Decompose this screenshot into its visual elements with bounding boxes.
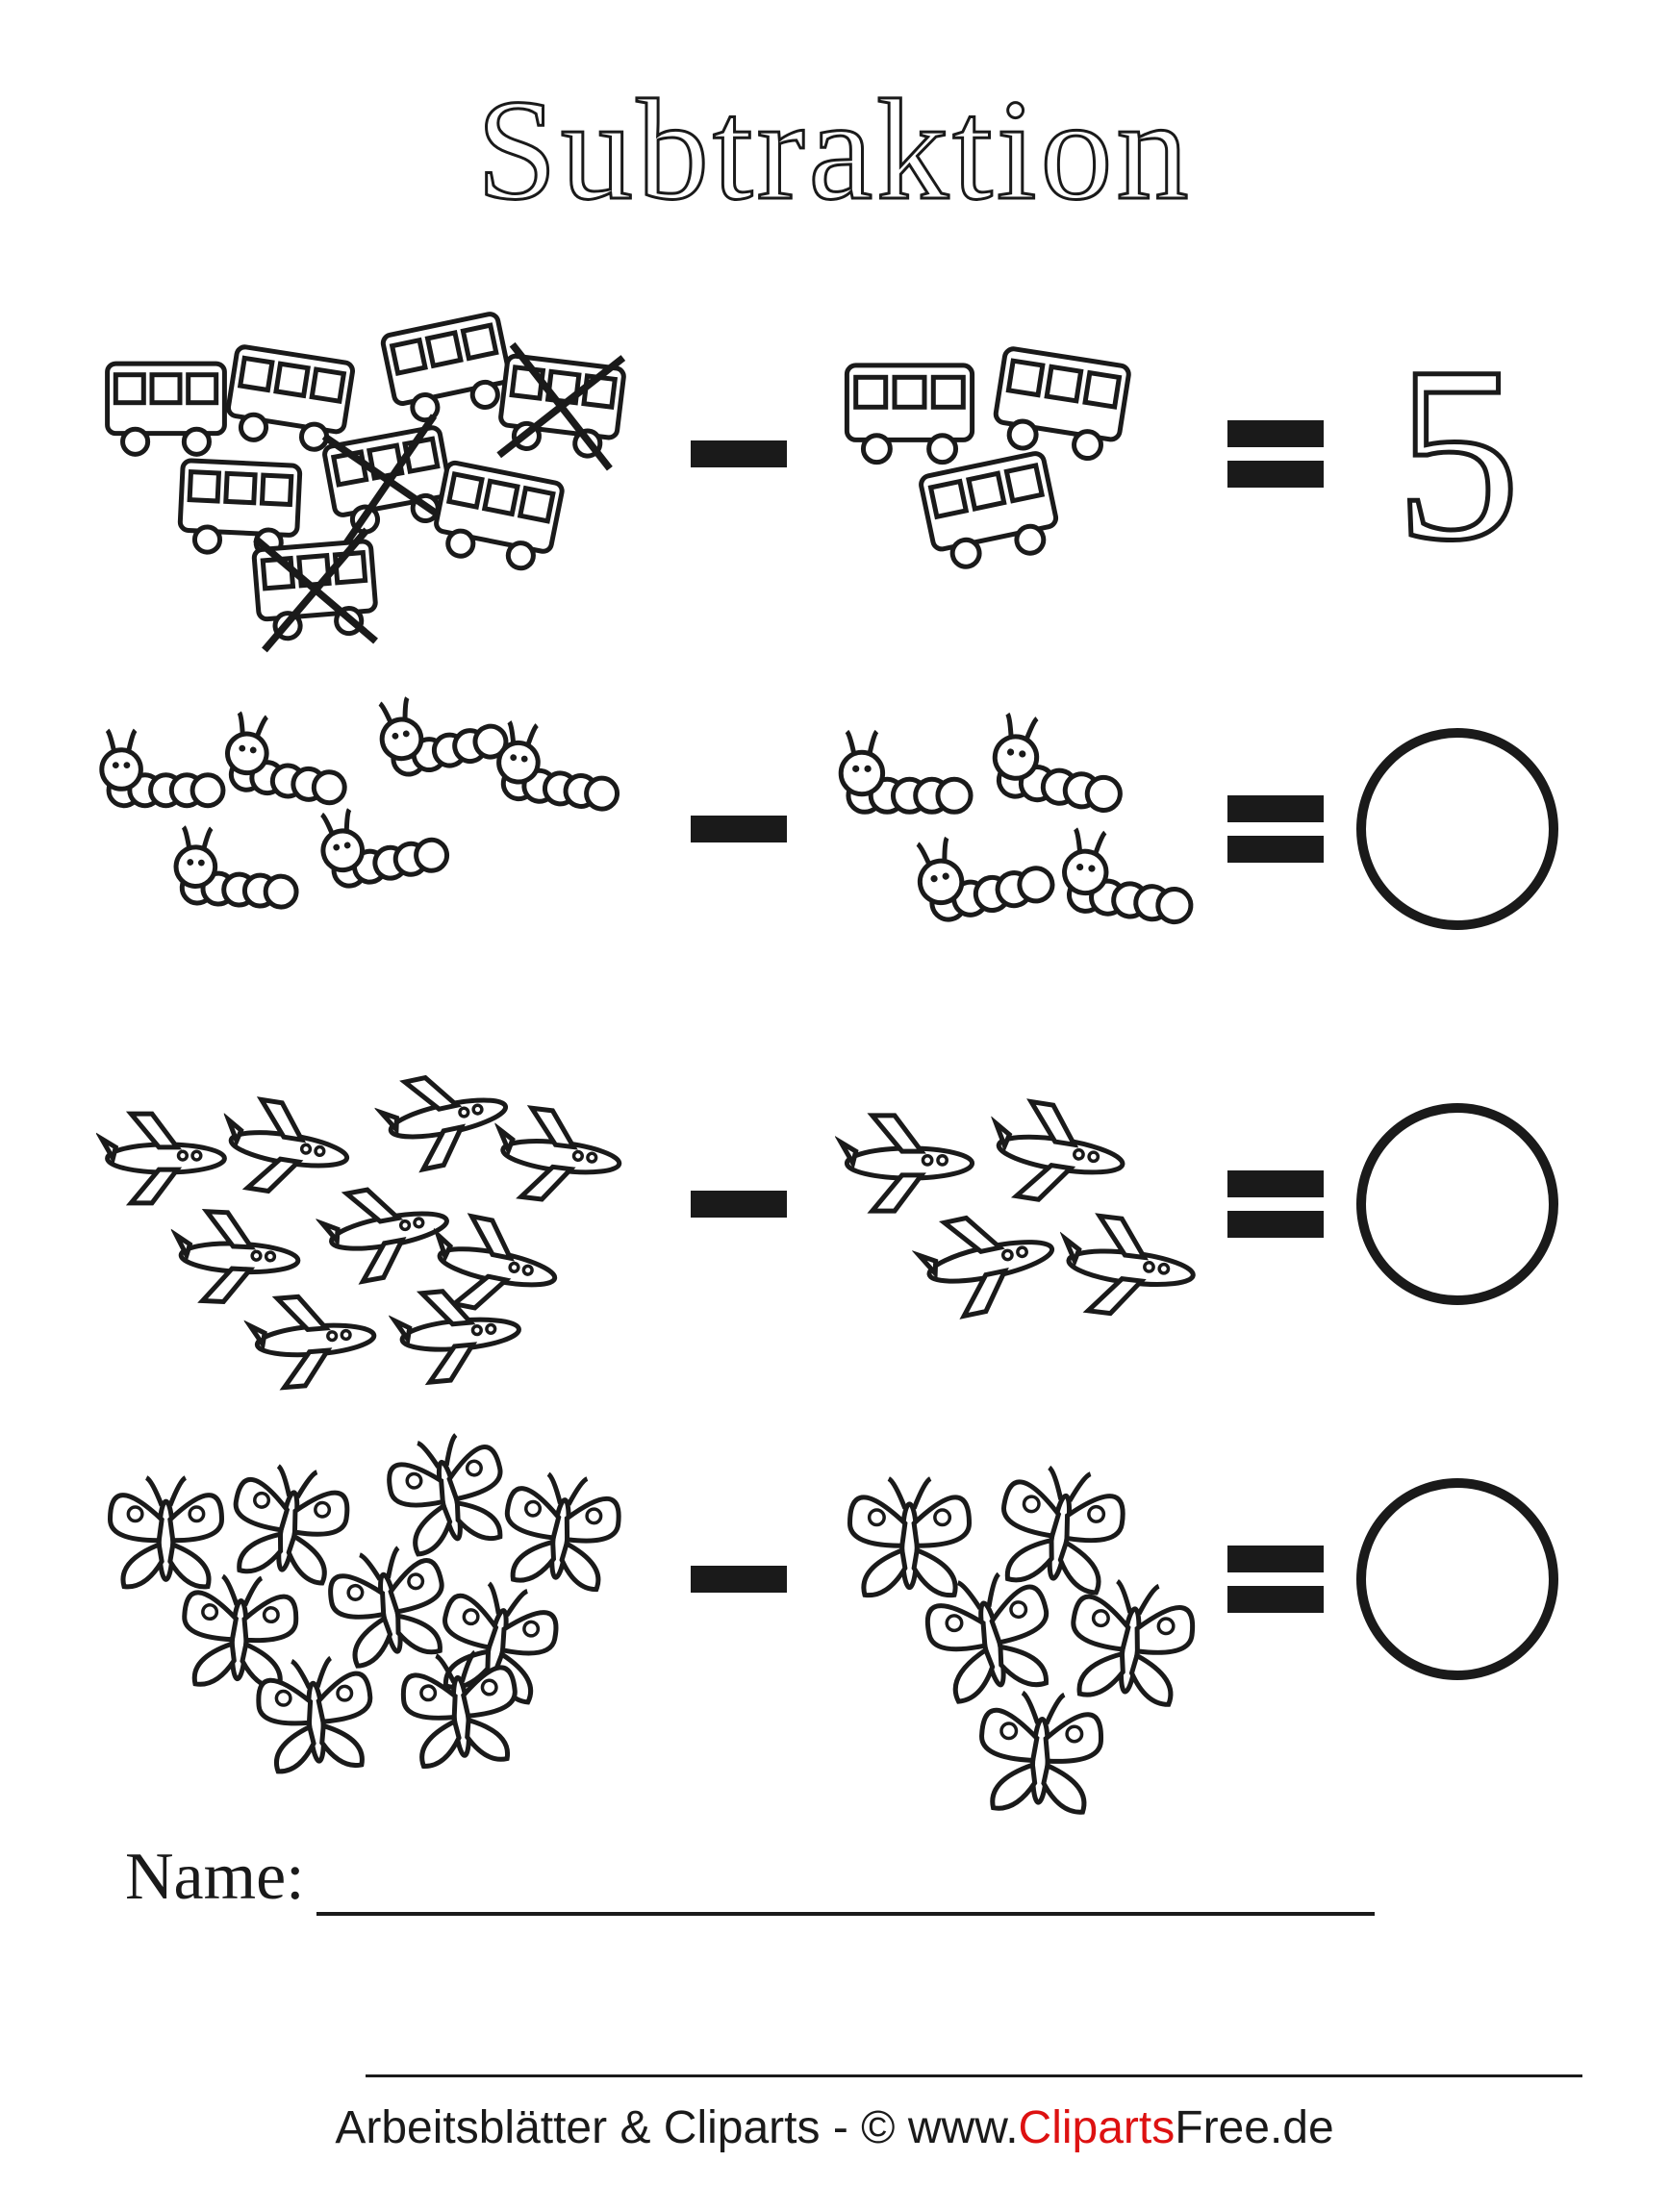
answer-blank[interactable]	[1356, 1478, 1558, 1680]
answer-blank[interactable]	[1356, 728, 1558, 930]
answer-cell	[1333, 1454, 1582, 1704]
answer-cell: 5	[1333, 329, 1582, 579]
minus-operator	[681, 435, 797, 473]
footer-prefix: Arbeitsblätter & Cliparts - © www.	[335, 2102, 1018, 2153]
subtrahend-group	[797, 310, 1219, 598]
problem-row: 5	[87, 290, 1582, 617]
name-field-row: Name:	[87, 1839, 1582, 1916]
subtrahend-group	[797, 685, 1219, 973]
answer-value: 5	[1395, 329, 1520, 579]
equals-icon	[1223, 1536, 1328, 1622]
footer-suffix: Free.de	[1175, 2102, 1333, 2153]
equals-operator	[1218, 411, 1333, 497]
bus-cluster	[87, 310, 681, 598]
problem-row	[87, 1416, 1582, 1743]
name-label: Name:	[125, 1839, 305, 1916]
minuend-group	[87, 1435, 681, 1723]
minus-icon	[686, 435, 792, 473]
minus-icon	[686, 1560, 792, 1598]
problems-container: 5	[87, 290, 1582, 1743]
equals-operator	[1218, 1536, 1333, 1622]
equals-icon	[1223, 411, 1328, 497]
plane-cluster	[87, 1060, 681, 1348]
page-title: Subtraktion	[87, 67, 1582, 233]
bus-cluster	[797, 310, 1219, 598]
caterpillar-cluster	[797, 685, 1219, 973]
footer-highlight: Cliparts	[1019, 2102, 1176, 2153]
problem-row	[87, 1041, 1582, 1368]
butterfly-cluster	[87, 1435, 681, 1723]
subtrahend-group	[797, 1060, 1219, 1348]
plane-cluster	[797, 1060, 1219, 1348]
answer-cell	[1333, 1079, 1582, 1329]
equals-operator	[1218, 786, 1333, 872]
name-input-line[interactable]	[316, 1912, 1375, 1916]
caterpillar-cluster	[87, 685, 681, 973]
equals-operator	[1218, 1161, 1333, 1247]
answer-cell	[1333, 704, 1582, 954]
minus-operator	[681, 810, 797, 848]
butterfly-cluster	[797, 1435, 1219, 1723]
problem-row	[87, 666, 1582, 993]
footer-credit: Arbeitsblätter & Cliparts - © www.Clipar…	[0, 2101, 1669, 2154]
minus-operator	[681, 1185, 797, 1223]
subtrahend-group	[797, 1435, 1219, 1723]
minuend-group	[87, 310, 681, 598]
minuend-group	[87, 685, 681, 973]
minuend-group	[87, 1060, 681, 1348]
equals-icon	[1223, 1161, 1328, 1247]
equals-icon	[1223, 786, 1328, 872]
minus-operator	[681, 1560, 797, 1598]
minus-icon	[686, 1185, 792, 1223]
answer-blank[interactable]	[1356, 1103, 1558, 1305]
minus-icon	[686, 810, 792, 848]
footer-divider	[366, 2074, 1582, 2077]
